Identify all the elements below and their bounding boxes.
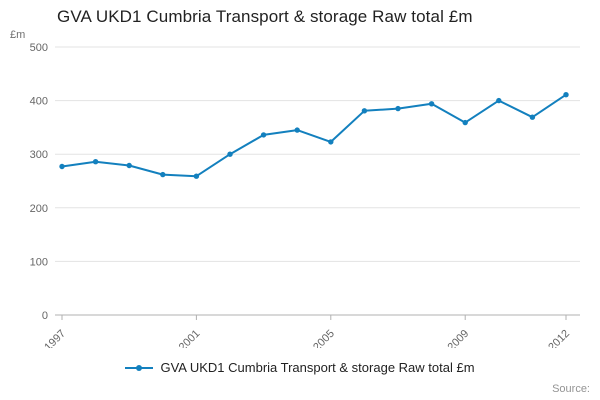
y-tick-label: 500	[30, 42, 48, 54]
chart-title: GVA UKD1 Cumbria Transport & storage Raw…	[57, 7, 473, 26]
y-tick-label: 400	[30, 96, 48, 108]
y-axis-unit-label: £m	[10, 29, 26, 41]
x-tick-label: 1997	[42, 328, 68, 348]
data-point-marker	[294, 127, 300, 133]
data-point-marker	[160, 171, 166, 178]
legend-label: GVA UKD1 Cumbria Transport & storage Raw…	[160, 360, 475, 375]
y-tick-label: 200	[30, 203, 48, 215]
data-point-marker	[563, 92, 569, 98]
data-point-marker	[361, 108, 368, 114]
y-tick-label: 300	[30, 149, 48, 161]
data-point-marker	[260, 132, 267, 138]
y-tick-label: 100	[30, 256, 48, 268]
data-point-marker	[496, 97, 502, 104]
y-tick-label: 0	[42, 310, 48, 322]
data-point-marker	[428, 101, 435, 107]
x-tick-label: 2005	[311, 328, 337, 348]
legend-line-marker	[125, 364, 154, 371]
data-point-marker	[193, 173, 200, 179]
x-tick-label: 2009	[446, 328, 472, 348]
data-point-marker	[462, 119, 468, 126]
data-point-marker	[59, 163, 65, 170]
data-point-marker	[395, 105, 401, 112]
data-point-marker	[227, 151, 233, 157]
data-point-marker	[126, 162, 132, 169]
x-tick-label: 2001	[177, 328, 203, 348]
data-point-marker	[328, 139, 334, 145]
data-point-marker	[92, 159, 99, 165]
legend: GVA UKD1 Cumbria Transport & storage Raw…	[0, 360, 600, 375]
series-line	[61, 93, 567, 178]
x-tick-label: 2012	[546, 328, 572, 348]
source-label: Source:	[552, 383, 590, 395]
data-point-marker	[529, 114, 536, 120]
line-chart: 0 100 200 300 400 500 1997 2001 2005 2009 2012	[30, 42, 580, 348]
